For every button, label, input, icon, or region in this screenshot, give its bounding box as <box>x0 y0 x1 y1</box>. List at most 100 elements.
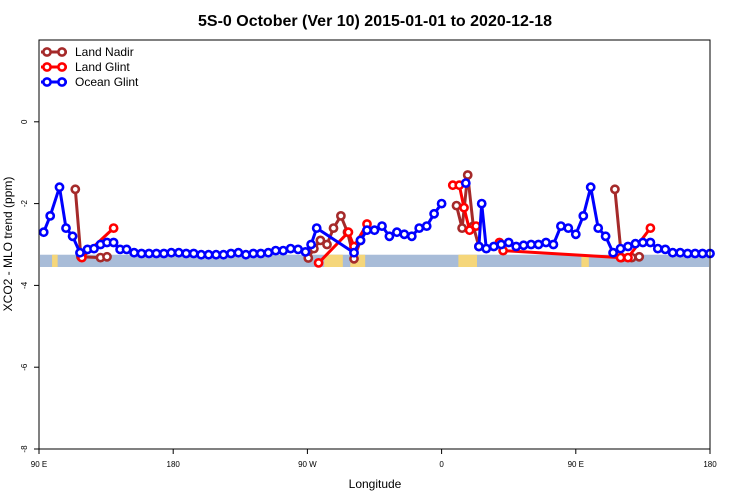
data-point <box>459 202 469 213</box>
data-point <box>600 231 611 242</box>
legend-entry-ocean-glint: Ocean Glint <box>41 75 139 89</box>
series-layer <box>38 170 715 268</box>
data-point <box>218 249 229 260</box>
y-axis-label: XCO2 - MLO trend (ppm) <box>1 177 15 312</box>
data-point <box>181 248 192 259</box>
legend-marker <box>42 77 52 87</box>
data-point <box>121 244 132 255</box>
legend-entry-land-glint: Land Glint <box>41 60 130 74</box>
data-point <box>533 239 544 250</box>
data-point <box>634 251 645 262</box>
data-point <box>248 248 259 259</box>
land-band-0 <box>52 254 58 267</box>
x-axis-label: Longitude <box>349 477 402 491</box>
data-point <box>233 247 244 258</box>
x-tick-label: 90 E <box>568 460 584 469</box>
data-point <box>369 225 380 236</box>
x-tick-label: 180 <box>167 460 181 469</box>
data-point <box>503 237 514 248</box>
data-point <box>188 248 199 259</box>
land-band-1 <box>324 254 343 267</box>
data-point <box>384 231 395 242</box>
data-point <box>129 247 139 258</box>
data-point <box>436 198 447 209</box>
data-point <box>457 223 467 233</box>
data-point <box>682 248 693 259</box>
chart-title: 5S-0 October (Ver 10) 2015-01-01 to 2020… <box>198 13 552 30</box>
data-point <box>285 243 296 254</box>
data-point <box>151 248 162 259</box>
data-point <box>399 229 410 240</box>
data-point <box>541 237 551 248</box>
y-tick-label: -6 <box>20 363 29 371</box>
x-tick-label: 90 W <box>298 460 317 469</box>
data-point <box>322 239 332 250</box>
data-point <box>451 200 462 211</box>
data-point <box>697 248 708 259</box>
data-point <box>315 235 326 246</box>
data-point <box>608 247 618 258</box>
data-point <box>563 223 574 233</box>
data-point <box>548 239 559 250</box>
data-point <box>75 247 85 258</box>
data-point <box>328 223 339 233</box>
data-point <box>166 247 177 258</box>
data-point <box>255 248 266 259</box>
data-point <box>556 221 566 231</box>
data-point <box>630 238 641 249</box>
data-point <box>362 225 372 236</box>
data-point <box>203 249 214 260</box>
data-point <box>240 249 251 260</box>
x-tick-label: 180 <box>703 460 717 469</box>
data-point <box>496 239 507 250</box>
data-point <box>623 252 633 263</box>
data-point <box>660 244 671 255</box>
y-tick-label: -4 <box>20 281 29 289</box>
legend-label: Land Nadir <box>75 45 134 59</box>
data-point <box>645 237 656 248</box>
data-point <box>615 252 626 263</box>
data-point <box>421 221 432 231</box>
data-point <box>593 223 604 233</box>
data-point <box>585 182 596 193</box>
y-tick-label: 0 <box>20 119 29 124</box>
legend-entry-land-nadir: Land Nadir <box>41 45 134 59</box>
data-point <box>406 231 417 242</box>
land-band-3 <box>458 254 478 267</box>
data-point <box>481 243 492 254</box>
data-point <box>377 221 387 231</box>
data-point <box>355 235 366 246</box>
y-tick-label: -8 <box>20 445 29 453</box>
land-band-4 <box>581 254 589 267</box>
data-point <box>173 247 184 258</box>
legend-label: Land Glint <box>75 60 130 74</box>
data-point <box>108 223 119 233</box>
data-point <box>67 231 78 242</box>
data-point <box>278 245 289 256</box>
data-point <box>462 170 473 180</box>
data-point <box>158 248 169 259</box>
legend-marker <box>57 62 67 72</box>
data-point <box>54 182 65 193</box>
data-point <box>89 243 99 254</box>
data-point <box>108 237 119 248</box>
legend-label: Ocean Glint <box>75 75 139 89</box>
data-point <box>464 225 475 236</box>
data-point <box>645 223 656 233</box>
data-point <box>488 241 499 252</box>
data-point <box>61 223 71 233</box>
data-point <box>335 210 346 221</box>
data-point <box>675 247 686 258</box>
data-point <box>343 227 354 238</box>
y-axis: 0 -2 -4 -6 -8 <box>20 119 39 453</box>
data-point <box>511 241 522 252</box>
legend-marker <box>57 47 67 57</box>
x-axis: 90 E 180 90 W 0 90 E 180 <box>31 449 717 469</box>
series-line-1-1 <box>317 223 369 264</box>
data-point <box>578 210 589 221</box>
y-tick-label: -2 <box>20 199 29 207</box>
plot-frame <box>38 39 711 450</box>
data-point <box>570 229 581 240</box>
x-tick-label: 0 <box>439 460 444 469</box>
